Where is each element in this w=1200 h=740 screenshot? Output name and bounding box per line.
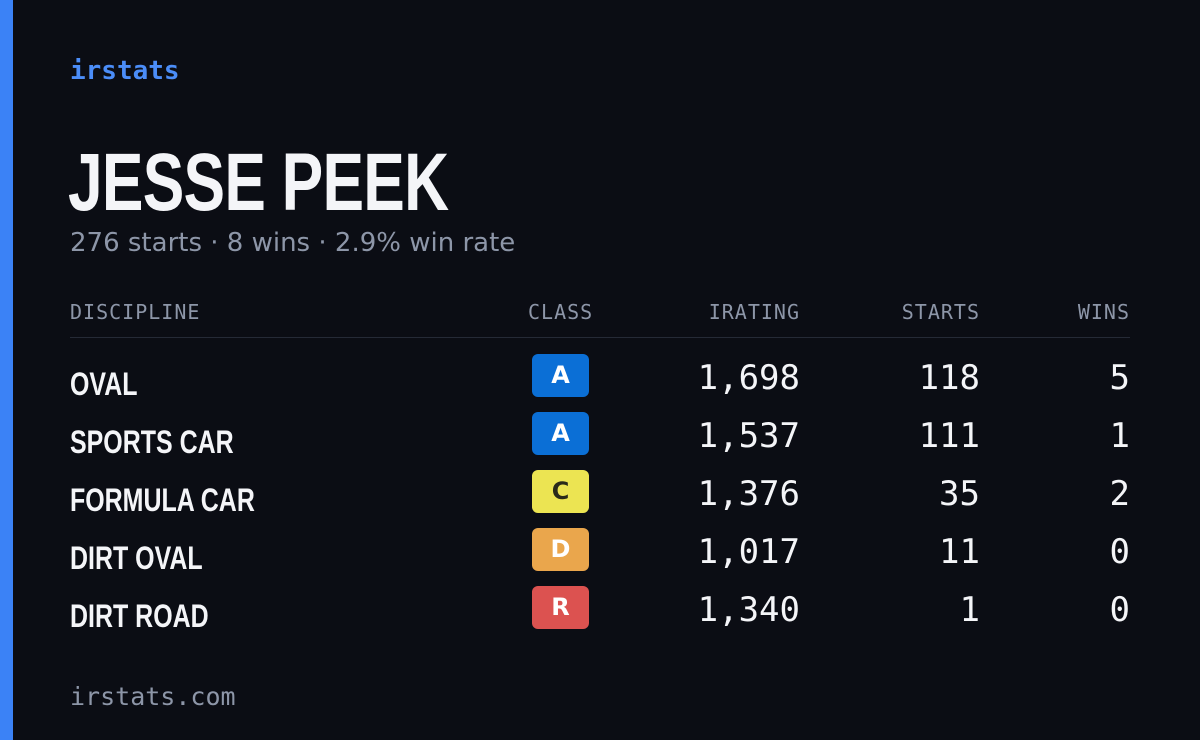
- driver-name: JESSE PEEK: [68, 137, 449, 228]
- starts-value: 111: [918, 416, 980, 456]
- irating-value: 1,698: [697, 358, 800, 398]
- table-row: OVAL A 1,698 118 5: [70, 350, 1130, 408]
- license-class-badge: C: [532, 470, 589, 513]
- column-header-wins: WINS: [1077, 300, 1130, 324]
- license-class-badge: D: [532, 528, 589, 571]
- starts-value: 118: [918, 358, 980, 398]
- discipline-name: SPORTS CAR: [70, 424, 234, 460]
- wins-value: 0: [1109, 532, 1130, 572]
- discipline-name: OVAL: [70, 366, 138, 402]
- table-header: DISCIPLINE CLASS IRATING STARTS WINS: [70, 300, 1130, 338]
- column-header-irating: IRATING: [708, 300, 800, 324]
- discipline-table: OVAL A 1,698 118 5 SPORTS CAR A 1,537 11…: [70, 350, 1130, 640]
- table-row: FORMULA CAR C 1,376 35 2: [70, 466, 1130, 524]
- wins-value: 2: [1109, 474, 1130, 514]
- irating-value: 1,017: [697, 532, 800, 572]
- table-row: DIRT ROAD R 1,340 1 0: [70, 582, 1130, 640]
- license-class-badge: A: [532, 354, 589, 397]
- license-class-badge: A: [532, 412, 589, 455]
- starts-value: 1: [959, 590, 980, 630]
- driver-summary: 276 starts · 8 wins · 2.9% win rate: [70, 228, 516, 258]
- license-class-badge: R: [532, 586, 589, 629]
- brand-logo[interactable]: irstats: [70, 56, 180, 86]
- wins-value: 0: [1109, 590, 1130, 630]
- wins-value: 1: [1109, 416, 1130, 456]
- discipline-name: DIRT ROAD: [70, 598, 209, 634]
- irating-value: 1,340: [697, 590, 800, 630]
- table-row: SPORTS CAR A 1,537 111 1: [70, 408, 1130, 466]
- accent-bar: [0, 0, 13, 740]
- discipline-name: FORMULA CAR: [70, 482, 255, 518]
- irating-value: 1,537: [697, 416, 800, 456]
- discipline-name: DIRT OVAL: [70, 540, 203, 576]
- starts-value: 11: [939, 532, 980, 572]
- table-row: DIRT OVAL D 1,017 11 0: [70, 524, 1130, 582]
- column-header-discipline: DISCIPLINE: [70, 300, 201, 324]
- footer-url[interactable]: irstats.com: [70, 682, 236, 711]
- column-header-class: CLASS: [528, 300, 594, 324]
- column-header-starts: STARTS: [901, 300, 980, 324]
- starts-value: 35: [939, 474, 980, 514]
- wins-value: 5: [1109, 358, 1130, 398]
- irating-value: 1,376: [697, 474, 800, 514]
